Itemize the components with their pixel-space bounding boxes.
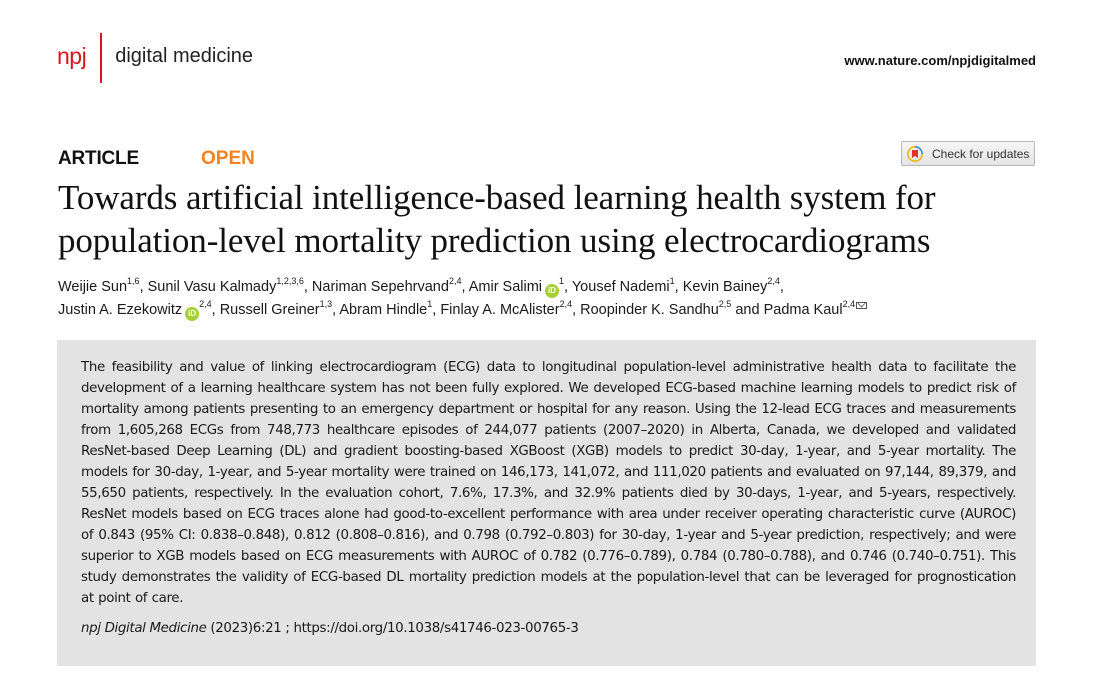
logo-divider bbox=[100, 33, 103, 83]
author[interactable]: Roopinder K. Sandhu2,5 bbox=[580, 299, 732, 318]
author[interactable]: Russell Greiner1,3 bbox=[219, 299, 333, 318]
author[interactable]: Nariman Sepehrvand2,4 bbox=[311, 276, 462, 295]
npj-logo[interactable]: npj bbox=[57, 42, 87, 69]
author[interactable]: Abram Hindle1 bbox=[339, 299, 433, 318]
orcid-icon[interactable]: iD bbox=[545, 284, 560, 298]
author[interactable]: Finlay A. McAlister2,4 bbox=[440, 299, 573, 318]
email-icon[interactable] bbox=[856, 302, 868, 309]
article-type-label: ARTICLE bbox=[58, 148, 139, 169]
article-title: Towards artificial intelligence-based le… bbox=[58, 178, 936, 260]
citation-journal: npj Digital Medicine bbox=[81, 621, 207, 636]
author[interactable]: Sunil Vasu Kalmady1,2,3,6 bbox=[147, 276, 304, 295]
crossmark-icon bbox=[907, 145, 923, 162]
orcid-icon[interactable]: iD bbox=[185, 307, 200, 321]
journal-header: npj digital medicine bbox=[57, 32, 253, 84]
author[interactable]: Justin A. Ezekowitz iD2,4 bbox=[58, 300, 212, 321]
author[interactable]: Amir Salimi iD1 bbox=[469, 277, 564, 298]
author[interactable]: Kevin Bainey2,4 bbox=[682, 276, 780, 295]
author[interactable]: Yousef Nademi1 bbox=[571, 276, 675, 295]
citation-doi-link[interactable]: (2023)6:21 ; https://doi.org/10.1038/s41… bbox=[206, 621, 579, 636]
check-for-updates-label: Check for updates bbox=[932, 146, 1030, 161]
author[interactable]: Weijie Sun1,6 bbox=[58, 276, 140, 295]
journal-url-link[interactable]: www.nature.com/npjdigitalmed bbox=[844, 53, 1036, 68]
author-list: Weijie Sun1,6, Sunil Vasu Kalmady1,2,3,6… bbox=[58, 276, 1048, 322]
open-access-label: OPEN bbox=[201, 148, 255, 169]
journal-name[interactable]: digital medicine bbox=[115, 44, 254, 67]
abstract-panel: The feasibility and value of linking ele… bbox=[57, 340, 1036, 666]
citation-line: npj Digital Medicine (2023)6:21 ; https:… bbox=[81, 618, 1016, 639]
abstract-text: The feasibility and value of linking ele… bbox=[81, 360, 1016, 606]
author-conjunction: and bbox=[735, 302, 760, 318]
author[interactable]: Padma Kaul2,4 bbox=[764, 300, 868, 318]
check-for-updates-button[interactable]: Check for updates bbox=[901, 141, 1035, 166]
